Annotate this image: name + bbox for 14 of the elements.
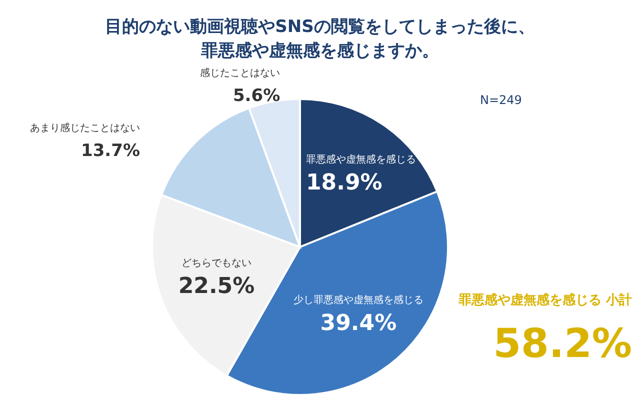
- slice-label: どちらでもない: [181, 258, 252, 270]
- slice-label: 罪悪感や虚無感を感じる: [306, 153, 416, 166]
- text: N=249: [480, 93, 522, 107]
- data-label: 13.7%: [81, 140, 140, 161]
- chart-title: 目的のない動画視聴やSNSの閲覧をしてしまった後に、罪悪感や虚無感を感じますか。: [105, 17, 535, 61]
- data-label: 5.6%: [232, 86, 280, 106]
- text: 罪悪感や虚無感を感じる 小計: [457, 292, 632, 308]
- data-label: 39.4%: [320, 310, 397, 336]
- text: 58.2%: [493, 321, 632, 367]
- data-label: 22.5%: [178, 274, 255, 300]
- data-label: 18.9%: [306, 170, 382, 196]
- slice-label: 感じたことはない: [200, 67, 280, 79]
- slice-label: あまり感じたことはない: [30, 122, 140, 134]
- slice-label: 少し罪悪感や虚無感を感じる: [293, 294, 424, 306]
